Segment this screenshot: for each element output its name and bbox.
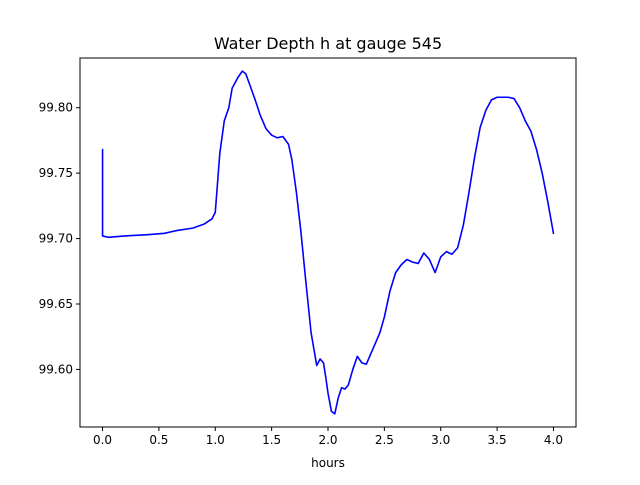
series-layer: [101, 70, 555, 415]
x-tick-label: 1.0: [206, 433, 225, 447]
y-axis: 99.60 99.65 99.70 99.75 99.80: [39, 101, 80, 376]
x-tick-label: 3.5: [488, 433, 507, 447]
x-tick-label: 2.0: [318, 433, 337, 447]
x-tick-label: 0.5: [149, 433, 168, 447]
x-tick-label: 0.0: [93, 433, 112, 447]
y-tick-label: 99.65: [39, 297, 73, 311]
y-tick-label: 99.80: [39, 101, 73, 115]
y-tick-label: 99.75: [39, 166, 73, 180]
x-axis-label: hours: [311, 456, 345, 470]
x-axis: 0.0 0.5 1.0 1.5 2.0 2.5 3.0 3.5 4.0: [93, 427, 563, 447]
x-tick-label: 4.0: [544, 433, 563, 447]
x-tick-label: 2.5: [375, 433, 394, 447]
x-tick-label: 1.5: [262, 433, 281, 447]
series-line: [101, 70, 555, 415]
x-tick-label: 3.0: [431, 433, 450, 447]
y-tick-label: 99.70: [39, 232, 73, 246]
y-tick-label: 99.60: [39, 362, 73, 376]
chart-title: Water Depth h at gauge 545: [214, 34, 442, 53]
